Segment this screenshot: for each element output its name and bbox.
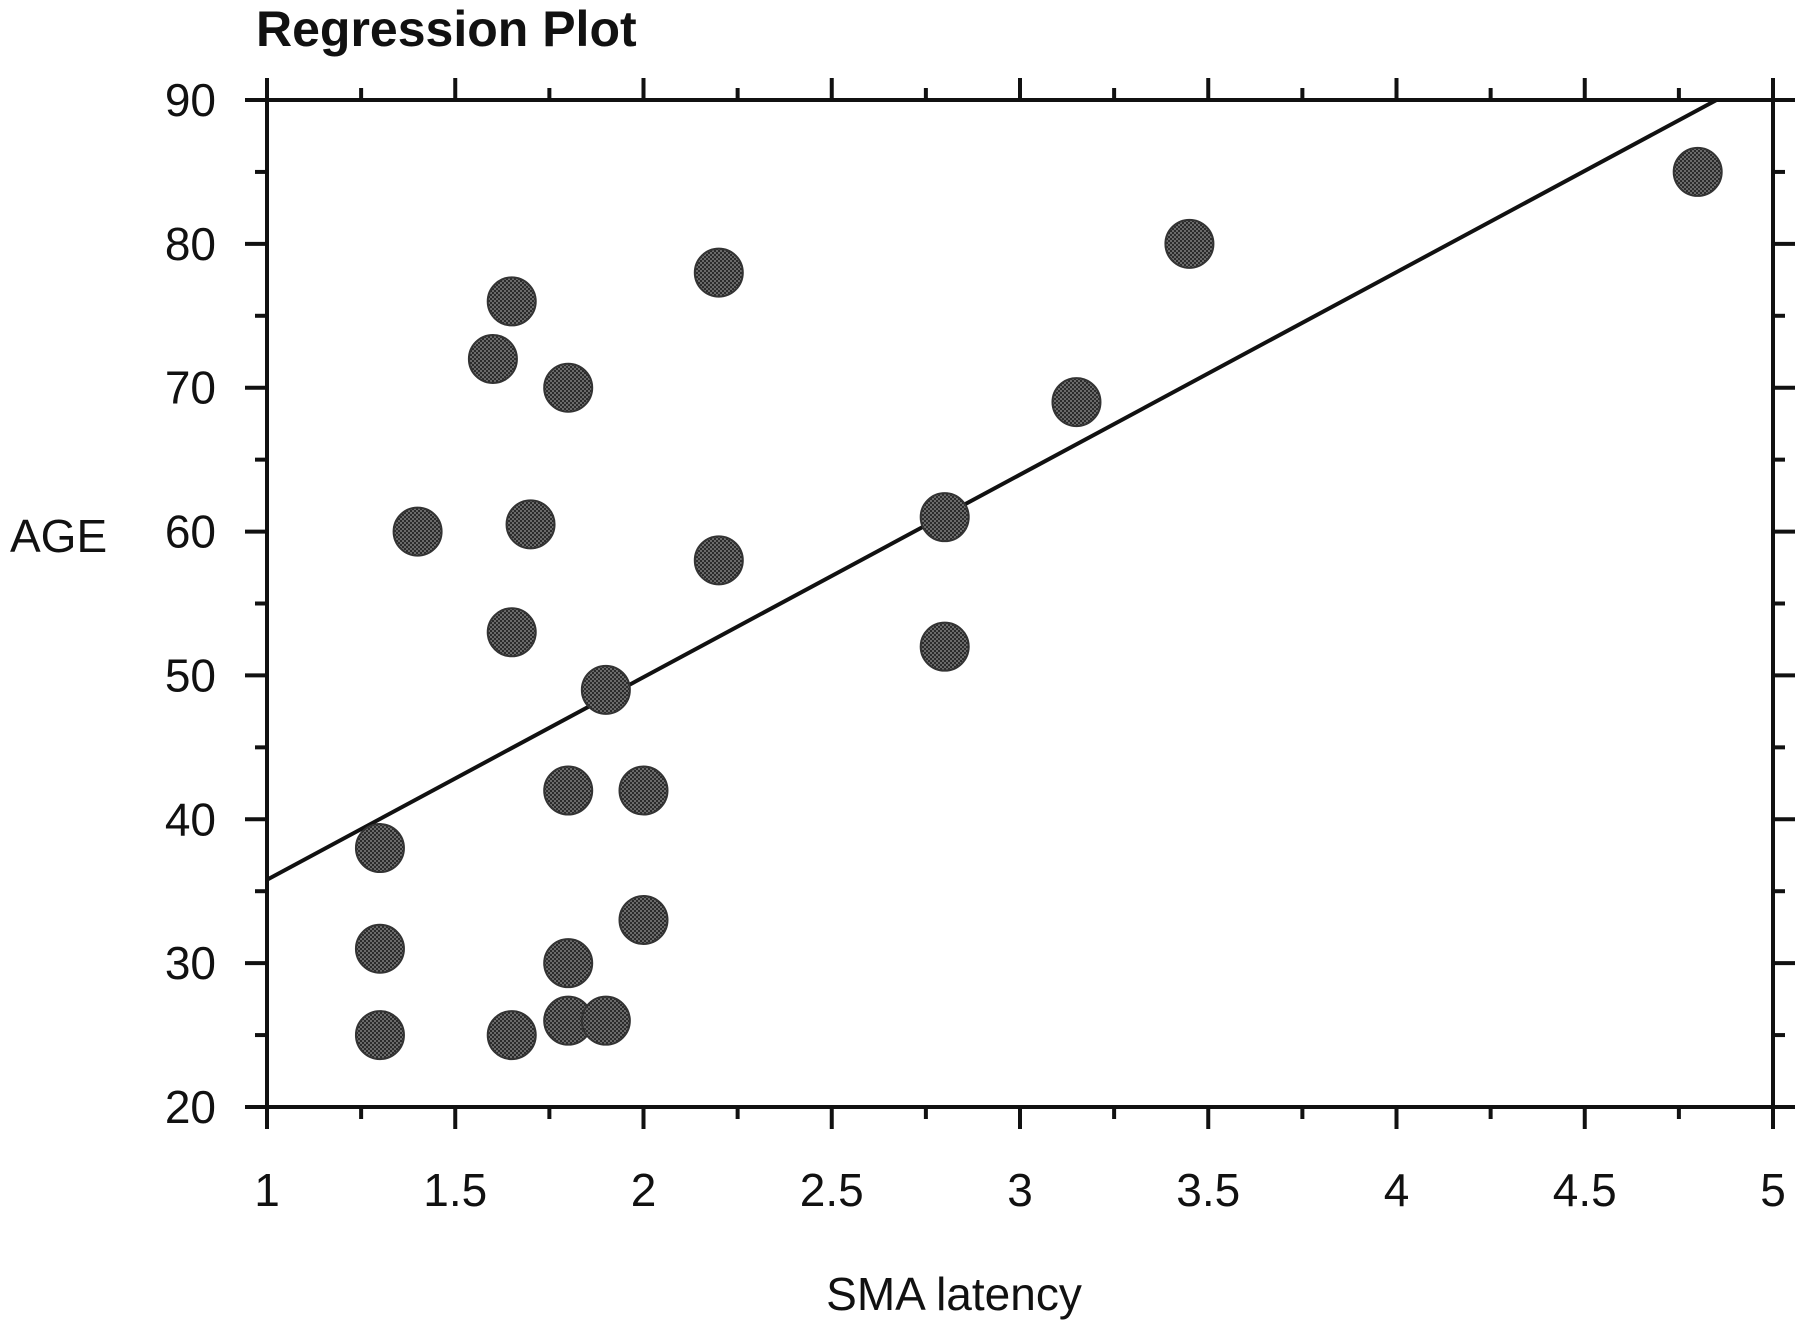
data-point [354, 1010, 405, 1061]
data-point [392, 506, 443, 557]
x-tick-label: 3 [1007, 1164, 1033, 1216]
data-point [505, 499, 556, 550]
x-tick-label: 4.5 [1553, 1164, 1617, 1216]
data-point [486, 607, 537, 658]
y-tick-label: 90 [165, 74, 216, 126]
data-point [467, 333, 518, 384]
y-tick-label: 60 [165, 506, 216, 558]
data-point [486, 276, 537, 327]
x-axis-label: SMA latency [826, 1268, 1082, 1320]
data-point [543, 362, 594, 413]
data-point [1051, 377, 1102, 428]
data-point [693, 247, 744, 298]
data-point [1672, 146, 1723, 197]
data-point [618, 765, 669, 816]
data-point [354, 823, 405, 874]
y-tick-label: 70 [165, 362, 216, 414]
data-point [486, 1010, 537, 1061]
regression-line [266, 98, 1718, 882]
x-tick-label: 1.5 [423, 1164, 487, 1216]
data-point [618, 894, 669, 945]
y-axis-label: AGE [10, 510, 107, 562]
y-tick-label: 80 [165, 218, 216, 270]
y-tick-label: 40 [165, 793, 216, 845]
data-point [543, 765, 594, 816]
y-tick-label: 50 [165, 649, 216, 701]
x-tick-label: 4 [1384, 1164, 1410, 1216]
x-tick-label: 3.5 [1176, 1164, 1240, 1216]
plot-frame [265, 98, 1775, 1109]
data-point [580, 664, 631, 715]
data-point [919, 621, 970, 672]
data-point [1164, 218, 1215, 269]
x-tick-label: 5 [1760, 1164, 1786, 1216]
data-point [354, 923, 405, 974]
x-tick-label: 2.5 [800, 1164, 864, 1216]
x-tick-label: 2 [631, 1164, 657, 1216]
data-point [580, 995, 631, 1046]
data-point [543, 938, 594, 989]
x-tick-label: 1 [254, 1164, 280, 1216]
y-tick-label: 20 [165, 1081, 216, 1133]
data-point [919, 492, 970, 543]
y-tick-label: 30 [165, 937, 216, 989]
chart-title: Regression Plot [256, 1, 637, 57]
data-point [693, 535, 744, 586]
